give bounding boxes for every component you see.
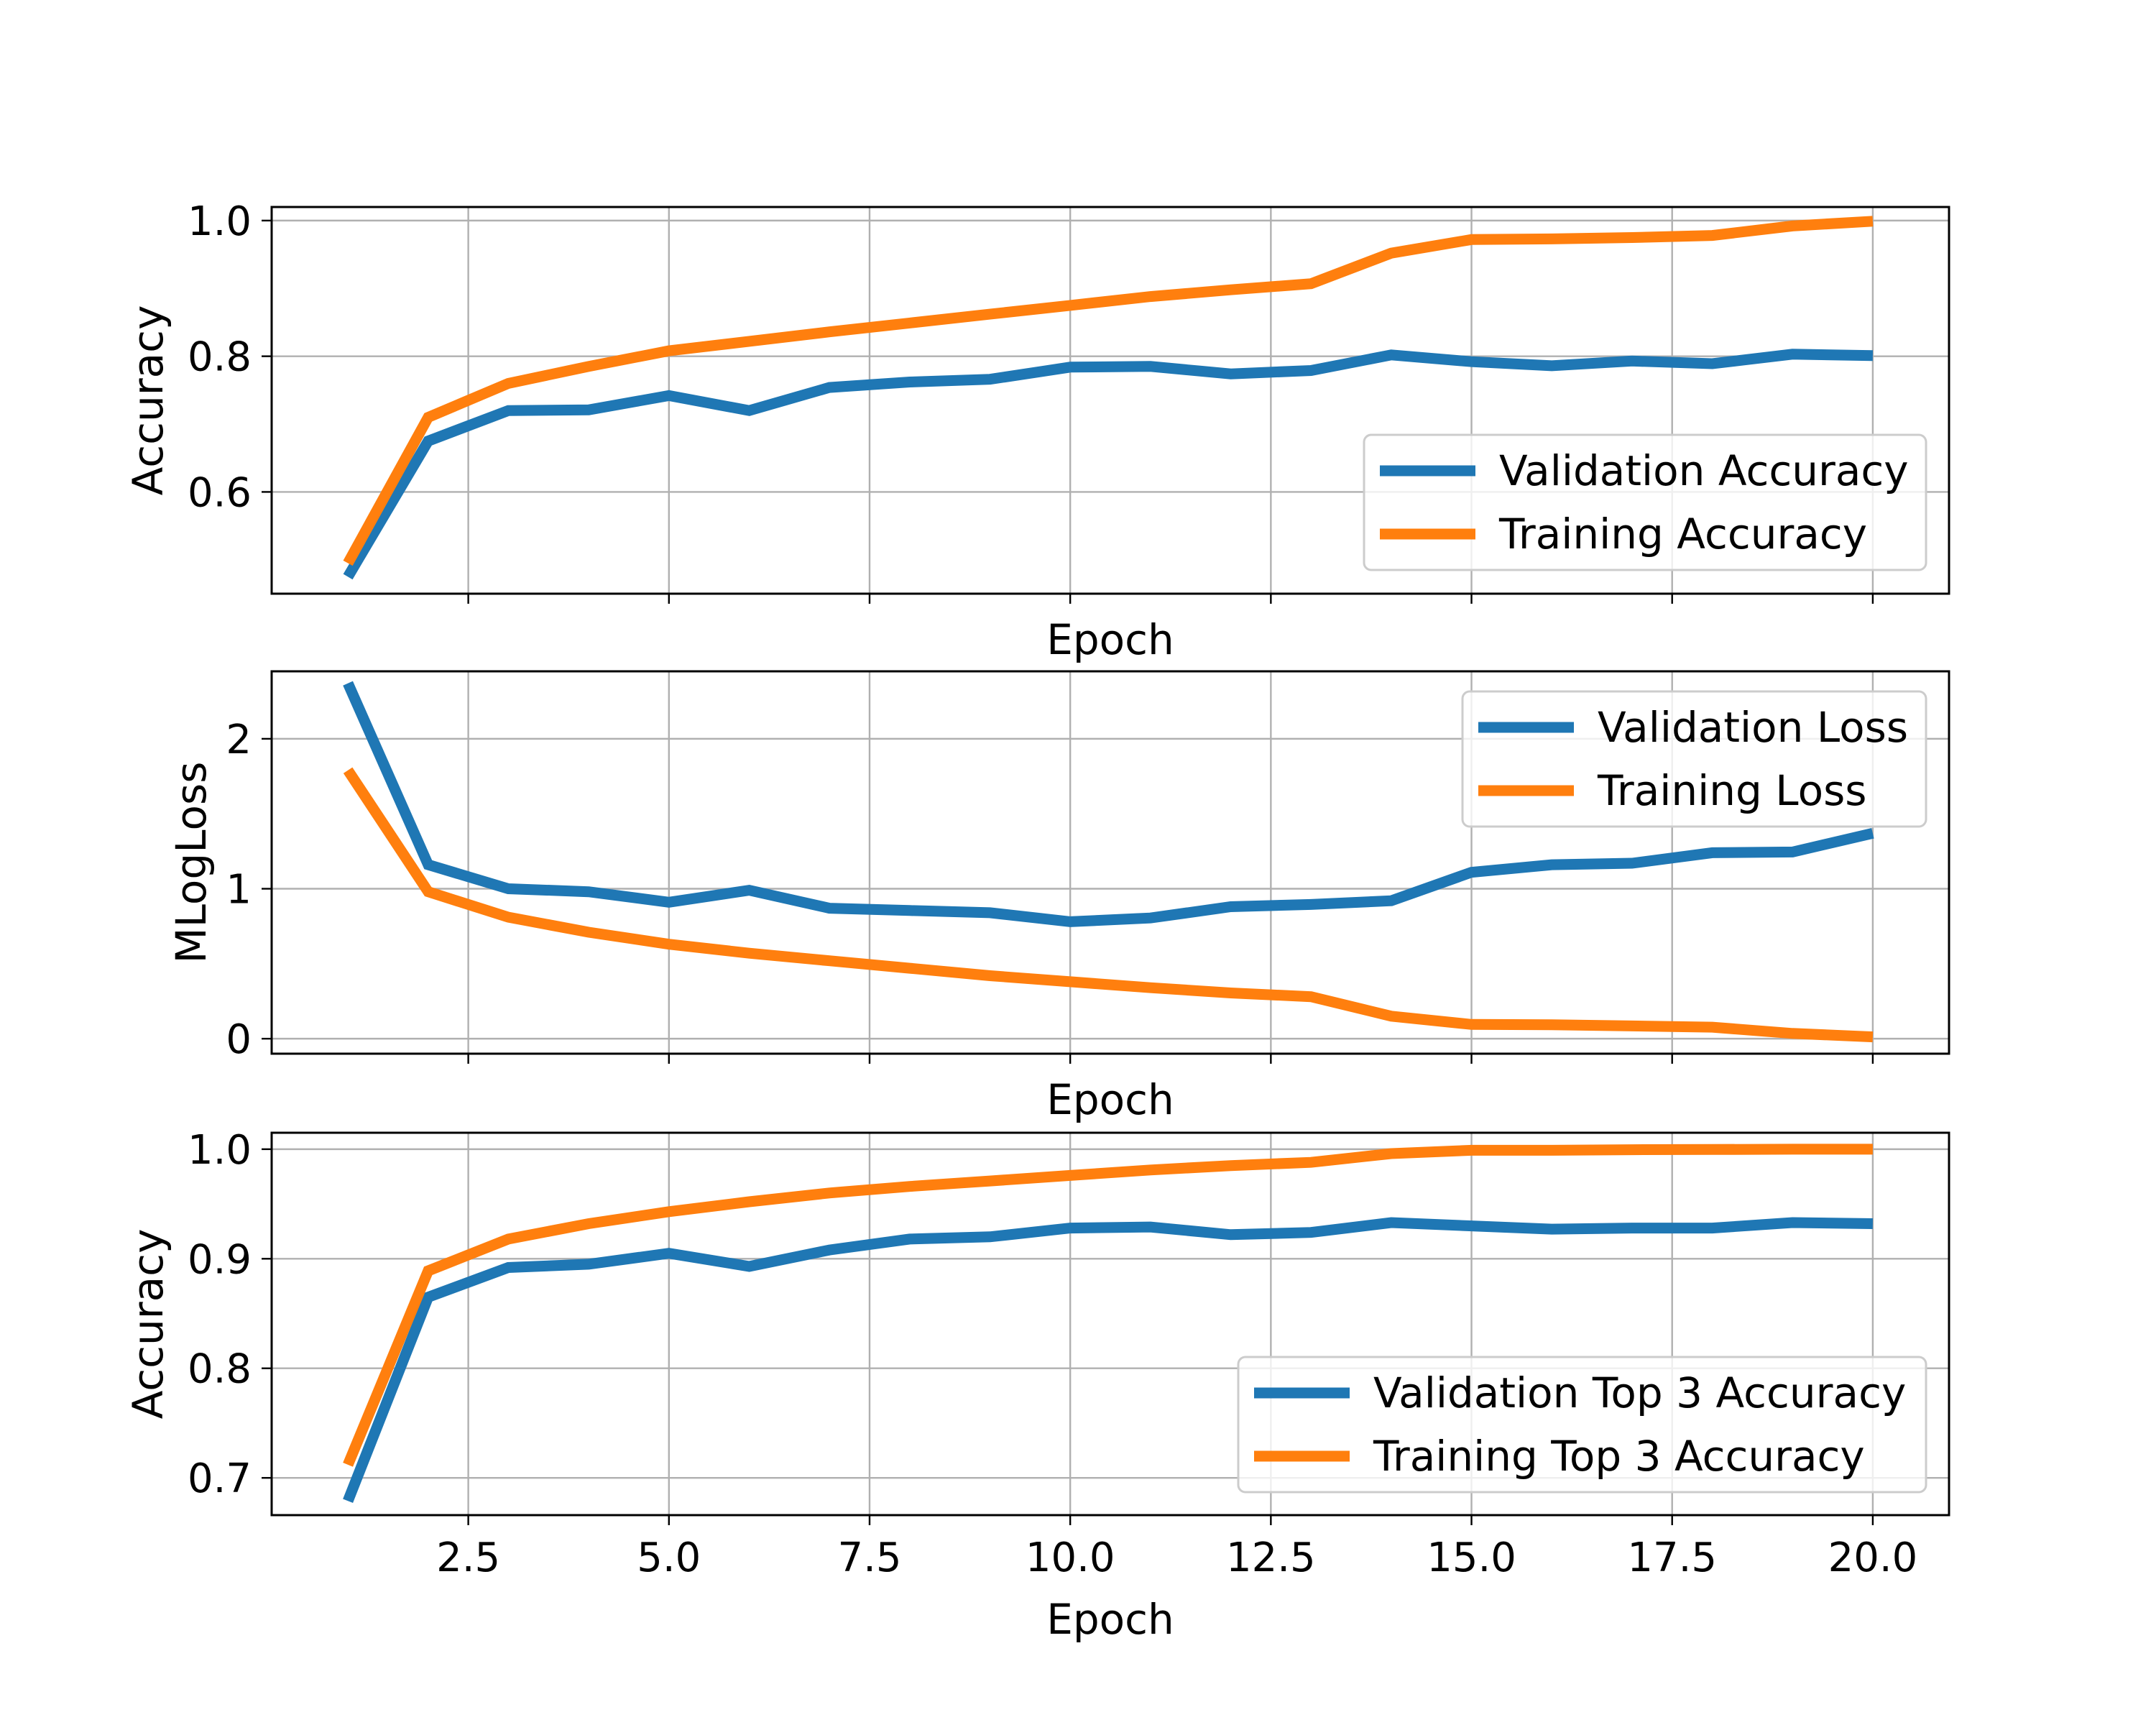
subplot-loss: 0 1 2 Epoch MLogLoss Validation Loss Traini… xyxy=(167,670,1950,1124)
x-tick-label: 20.0 xyxy=(1828,1535,1918,1581)
plot-frame xyxy=(270,1131,1950,1517)
y-axis-label: Accuracy xyxy=(124,1229,172,1420)
legend: Validation Accuracy Training Accuracy xyxy=(1363,433,1927,571)
y-tick-label: 0.8 xyxy=(188,1346,252,1393)
x-tick-label: 10.0 xyxy=(1026,1535,1115,1581)
series-line-validation-loss xyxy=(343,681,1874,927)
x-tick-label: 2.5 xyxy=(436,1535,500,1581)
plot-frame xyxy=(270,670,1950,1055)
y-tick-label: 2 xyxy=(226,717,252,763)
y-axis-label: Accuracy xyxy=(124,305,172,496)
x-tick-label: 5.0 xyxy=(637,1535,701,1581)
y-tick-label: 1 xyxy=(226,867,252,914)
y-tick-label: 1.0 xyxy=(188,1127,252,1174)
series-line-training-accuracy xyxy=(343,216,1874,566)
legend-label: Validation Loss xyxy=(1598,703,1908,752)
x-axis-label: Epoch xyxy=(1046,1075,1174,1124)
subplot-top3-accuracy: 2.5 5.0 7.5 10.0 12.5 15.0 17.5 20.0 0.7 0.8 0.9 1.… xyxy=(124,1127,1950,1644)
x-tick-label: 15.0 xyxy=(1427,1535,1516,1581)
x-tick-label: 7.5 xyxy=(837,1535,901,1581)
x-axis-label: Epoch xyxy=(1046,615,1174,664)
y-axis-label: MLogLoss xyxy=(167,762,216,964)
y-tick-label: 0.9 xyxy=(188,1236,252,1283)
y-tick-label: 0.8 xyxy=(188,334,252,381)
series-line-validation-accuracy xyxy=(343,349,1874,580)
legend: Validation Loss Training Loss xyxy=(1461,690,1927,828)
legend-frame xyxy=(1363,433,1927,571)
subplot-accuracy: 0.6 0.8 1.0 Epoch Accuracy Validation Accu… xyxy=(124,198,1950,664)
x-axis-label: Epoch xyxy=(1046,1595,1174,1644)
legend-label: Training Top 3 Accuracy xyxy=(1373,1432,1865,1481)
series-line-training-loss xyxy=(343,767,1874,1043)
y-tick-label: 0.6 xyxy=(188,469,252,516)
x-tick-label: 17.5 xyxy=(1627,1535,1717,1581)
legend: Validation Top 3 Accuracy Training Top 3 … xyxy=(1237,1356,1927,1494)
legend-frame xyxy=(1461,690,1927,828)
y-tick-label: 0 xyxy=(226,1016,252,1063)
plot-frame xyxy=(270,206,1950,595)
x-tick-label: 12.5 xyxy=(1226,1535,1316,1581)
legend-label: Training Loss xyxy=(1597,766,1867,815)
y-tick-label: 0.7 xyxy=(188,1455,252,1502)
legend-label: Validation Top 3 Accuracy xyxy=(1373,1368,1906,1417)
legend-label: Training Accuracy xyxy=(1498,510,1867,558)
y-tick-label: 1.0 xyxy=(188,198,252,245)
series-line-training-top-3-accuracy xyxy=(343,1144,1873,1467)
legend-frame xyxy=(1237,1356,1927,1494)
legend-label: Validation Accuracy xyxy=(1499,446,1909,495)
series-line-validation-top-3-accuracy xyxy=(343,1217,1874,1503)
